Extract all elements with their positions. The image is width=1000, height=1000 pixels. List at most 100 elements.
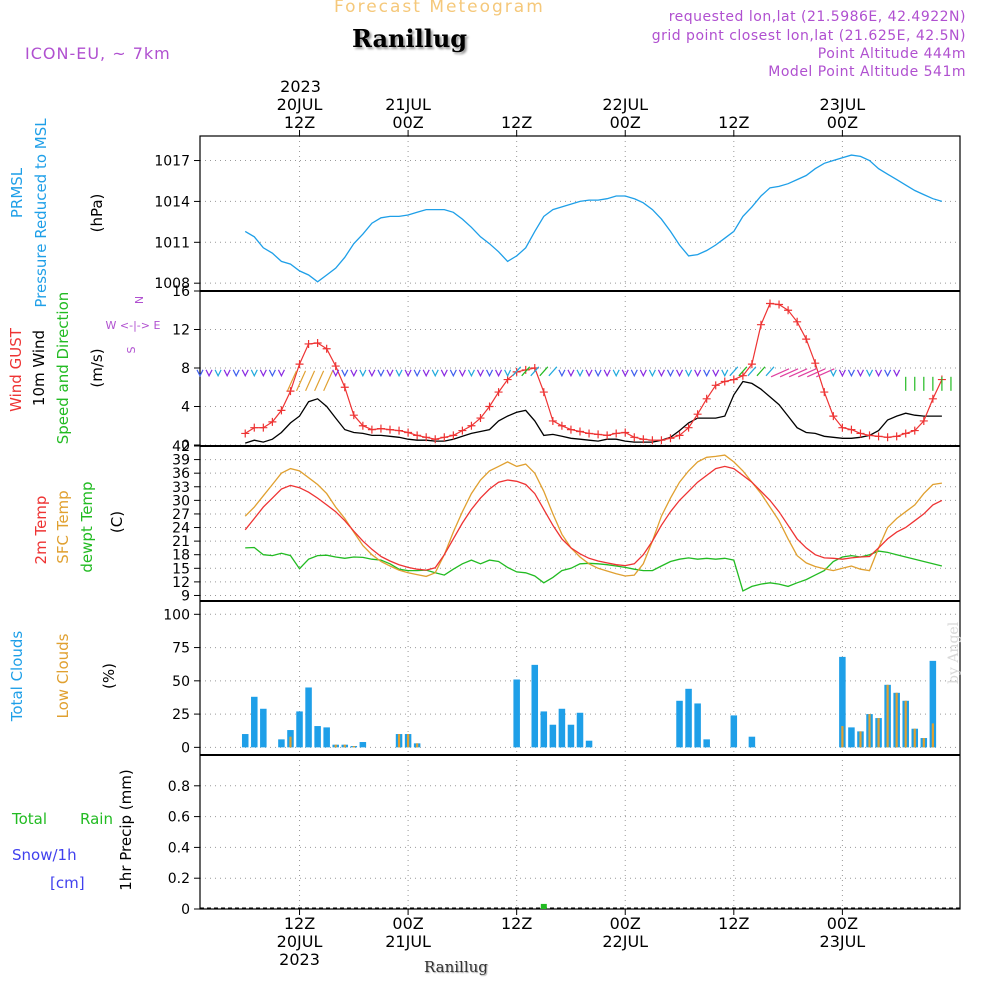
gust-marker bbox=[720, 377, 729, 386]
wind-direction-arrow bbox=[856, 369, 865, 378]
gust-marker bbox=[376, 424, 385, 433]
t2m-series bbox=[244, 465, 943, 571]
total-cloud-bar bbox=[685, 688, 692, 748]
gust-marker bbox=[557, 421, 566, 430]
wind-direction-arrow bbox=[512, 366, 522, 377]
gust-marker bbox=[241, 429, 250, 438]
total-cloud-bar bbox=[251, 696, 258, 748]
total-cloud-bar bbox=[703, 739, 710, 748]
ytick-label: 12 bbox=[172, 323, 190, 339]
wind-direction-arrow bbox=[893, 369, 901, 378]
panel-pressure: 1008 1011 1014 1017 bbox=[154, 136, 960, 292]
wind-10m-label: 10m Wind bbox=[30, 330, 48, 406]
total-cloud-bar bbox=[531, 664, 539, 748]
ytick-label: 0 bbox=[181, 902, 190, 918]
low-cloud-bar bbox=[913, 728, 916, 748]
pressure-msl-label: Pressure Reduced to MSL bbox=[32, 118, 50, 308]
gust-marker bbox=[901, 429, 910, 438]
gust-marker bbox=[585, 429, 594, 438]
gust-marker bbox=[784, 306, 793, 315]
wind-direction-arrow bbox=[648, 369, 656, 378]
gust-marker bbox=[304, 339, 313, 348]
wind-direction-arrow bbox=[770, 368, 790, 378]
total-cloud-bar bbox=[260, 708, 267, 748]
gust-marker bbox=[766, 299, 774, 308]
total-label: Total bbox=[11, 810, 47, 828]
wind-direction-arrow bbox=[295, 370, 307, 392]
sfc-temp-series bbox=[244, 454, 942, 578]
gust-marker bbox=[919, 416, 928, 425]
wind-direction-arrow bbox=[694, 369, 702, 378]
wind-direction-arrow bbox=[539, 366, 549, 377]
gust-marker bbox=[268, 417, 277, 426]
wind-direction-arrow bbox=[350, 369, 358, 378]
wind-direction-arrow bbox=[268, 369, 276, 378]
wind-direction-arrow bbox=[612, 369, 620, 378]
low-clouds-label: Low Clouds bbox=[54, 633, 72, 718]
pressure-unit-label: (hPa) bbox=[88, 194, 106, 233]
wind-unit-label: (m/s) bbox=[88, 348, 106, 387]
wind-direction-arrow bbox=[495, 369, 503, 378]
ytick-label: 21 bbox=[172, 534, 190, 550]
bottom-time-label: 22JUL bbox=[602, 932, 648, 951]
wind-direction-arrow bbox=[558, 369, 566, 378]
gust-marker bbox=[358, 421, 367, 430]
wind-direction-arrow bbox=[685, 369, 693, 378]
wind-direction-arrow bbox=[413, 369, 421, 378]
total-cloud-bar bbox=[296, 711, 303, 748]
wind-direction-arrow bbox=[359, 369, 367, 378]
gust-marker bbox=[711, 381, 720, 390]
ytick-label: 16 bbox=[172, 284, 190, 300]
wind-direction-arrow bbox=[816, 368, 835, 378]
gust-marker bbox=[295, 360, 304, 369]
gust-marker bbox=[793, 317, 802, 326]
low-cloud-bar bbox=[397, 734, 401, 748]
gust-marker bbox=[657, 436, 666, 445]
requested-coords: requested lon,lat (21.5986E, 42.4922N) bbox=[668, 9, 966, 25]
low-cloud-bar bbox=[859, 731, 862, 748]
gust-marker bbox=[693, 410, 702, 419]
compass-south: S bbox=[125, 346, 138, 353]
wind-direction-arrow bbox=[788, 368, 808, 378]
gust-marker bbox=[865, 431, 874, 440]
wind-direction-arrow bbox=[476, 369, 485, 378]
wind-direction-arrow bbox=[721, 369, 729, 378]
gust-marker bbox=[612, 429, 621, 438]
ytick-label: 27 bbox=[172, 507, 190, 523]
low-cloud-bar bbox=[289, 736, 292, 748]
low-cloud-bar bbox=[407, 734, 410, 748]
total-cloud-bar bbox=[314, 726, 321, 748]
total-cloud-bar bbox=[549, 724, 557, 748]
wind-direction-arrow bbox=[241, 369, 249, 378]
wind-direction-arrow bbox=[449, 369, 457, 378]
gust-marker bbox=[521, 365, 530, 374]
wind-direction-arrow bbox=[341, 369, 349, 378]
gust-marker bbox=[548, 416, 557, 425]
gust-marker bbox=[729, 375, 738, 384]
panel-precip: 0 0.2 0.4 0.6 0.8 bbox=[168, 755, 960, 918]
gust-marker bbox=[286, 387, 295, 396]
ytick-label: 1008 bbox=[154, 276, 190, 292]
wind-direction-arrow bbox=[286, 370, 298, 392]
wind-direction-arrow bbox=[259, 369, 267, 378]
total-cloud-bar bbox=[694, 703, 701, 748]
wind-direction-arrow bbox=[585, 369, 593, 378]
top-time-label: 00Z bbox=[610, 113, 641, 132]
bottom-time-label: 23JUL bbox=[820, 932, 866, 951]
wind-direction-arrow bbox=[467, 369, 475, 378]
bottom-time-label: 20JUL bbox=[277, 932, 323, 951]
ytick-label: 8 bbox=[181, 361, 190, 377]
faded-title: Forecast Meteogram bbox=[334, 0, 545, 17]
total-cloud-bar bbox=[576, 712, 584, 748]
wind-direction-arrow bbox=[712, 369, 720, 378]
gust-marker bbox=[775, 300, 784, 309]
gust-marker bbox=[675, 431, 684, 440]
wind-direction-arrow bbox=[504, 369, 512, 378]
ytick-label: 0.2 bbox=[168, 871, 190, 887]
gust-marker bbox=[928, 394, 937, 403]
low-cloud-bar bbox=[904, 700, 907, 748]
wind-direction-arrow bbox=[657, 369, 665, 378]
bottom-time-label: 12Z bbox=[718, 914, 749, 933]
wind-gust-label: Wind GUST bbox=[7, 327, 25, 412]
